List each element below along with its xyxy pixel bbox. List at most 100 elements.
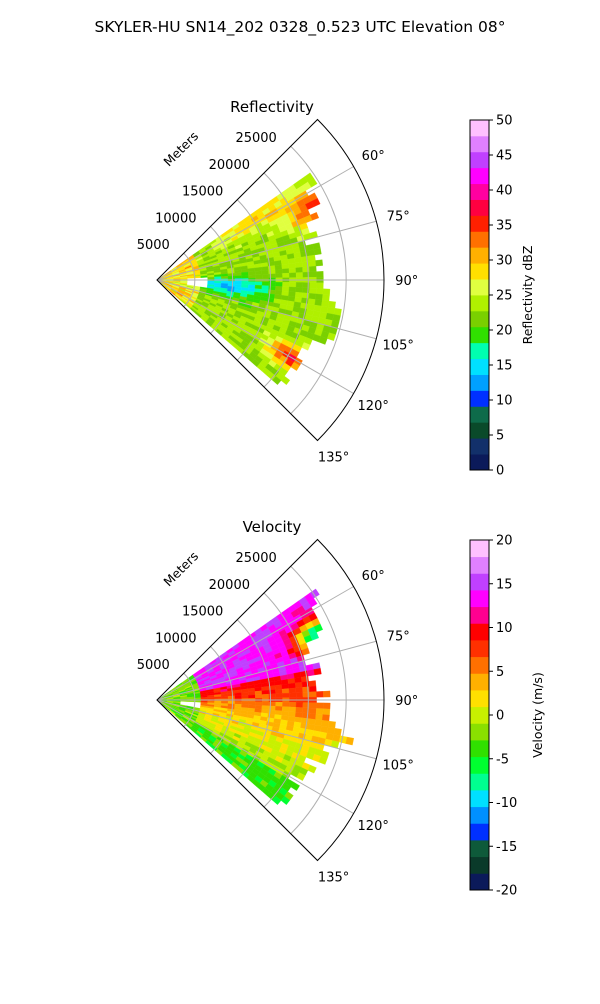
reflectivity-radial-axis-label: Meters <box>160 128 201 169</box>
radar-cell <box>241 272 248 276</box>
colorbar-tick-label: 15 <box>496 577 513 592</box>
radar-cell <box>346 737 354 745</box>
colorbar-segment <box>470 438 489 454</box>
radar-cell <box>255 271 262 275</box>
radar-cell <box>316 271 323 277</box>
radar-cell <box>261 266 268 270</box>
radar-cell <box>295 682 302 688</box>
radar-cell <box>316 714 323 720</box>
radar-cell <box>214 697 221 699</box>
colorbar-segment <box>470 640 489 657</box>
colorbar-tick-label: 45 <box>496 149 513 164</box>
velocity-title: Velocity <box>243 518 302 536</box>
radar-cell <box>276 282 283 287</box>
radar-cell <box>282 287 289 292</box>
radar-cell <box>235 281 242 284</box>
radar-cell <box>296 282 303 287</box>
radar-cell <box>255 702 262 706</box>
radar-cell <box>282 264 289 269</box>
radar-cell <box>248 702 255 706</box>
radar-cell <box>310 272 317 278</box>
radar-cell <box>289 707 296 712</box>
colorbar-tick-label: 35 <box>496 219 513 234</box>
radial-tick-label: 10000 <box>155 212 196 227</box>
radar-cell <box>295 712 302 718</box>
radar-cell <box>262 274 269 278</box>
colorbar-tick-label: -5 <box>496 752 509 767</box>
radar-cell <box>282 684 289 689</box>
colorbar-segment <box>470 311 489 327</box>
radar-cell <box>314 668 322 675</box>
azimuth-tick-label: 135° <box>318 871 349 886</box>
radar-cell <box>221 696 228 699</box>
radar-cell <box>323 289 330 295</box>
colorbar-segment <box>470 359 489 375</box>
radar-cell <box>275 269 282 274</box>
radial-tick-label: 25000 <box>235 131 276 146</box>
colorbar-segment <box>470 343 489 359</box>
radar-cell <box>255 275 262 279</box>
radar-cell <box>316 708 323 714</box>
azimuth-tick-label: 60° <box>362 569 385 584</box>
radar-cell <box>261 686 268 690</box>
radar-cell <box>269 282 276 286</box>
colorbar-segment <box>470 184 489 200</box>
colorbar-segment <box>470 247 489 263</box>
azimuth-tick-label: 75° <box>387 209 410 224</box>
azimuth-tick-label: 75° <box>387 629 410 644</box>
radar-cell <box>316 294 323 300</box>
colorbar-segment <box>470 607 489 624</box>
colorbar-segment <box>470 406 489 422</box>
colorbar-tick-label: 0 <box>496 709 504 724</box>
colorbar-segment <box>470 168 489 184</box>
radar-cell <box>214 277 221 279</box>
radar-cell <box>275 286 282 291</box>
radar-cell <box>323 691 330 697</box>
velocity-colorbar-label: Velocity (m/s) <box>530 672 545 758</box>
radar-cell <box>248 282 255 286</box>
colorbar-segment <box>470 773 489 790</box>
radial-tick-label: 5000 <box>137 658 170 673</box>
colorbar-segment <box>470 557 489 574</box>
radar-cell <box>295 292 302 298</box>
colorbar-segment <box>470 215 489 231</box>
colorbar-segment <box>470 422 489 438</box>
colorbar-tick-label: -15 <box>496 840 517 855</box>
radar-cell <box>282 702 289 707</box>
radar-cell <box>289 287 296 292</box>
colorbar-segment <box>470 152 489 168</box>
radar-cell <box>309 293 316 299</box>
colorbar-segment <box>470 327 489 343</box>
radar-cell <box>235 696 242 699</box>
radar-cell <box>248 275 255 279</box>
azimuth-tick-label: 90° <box>395 274 418 289</box>
colorbar-tick-label: 25 <box>496 289 513 304</box>
radar-cell <box>228 696 235 699</box>
radar-cell <box>289 693 296 698</box>
colorbar-tick-label: 0 <box>496 464 504 479</box>
figure-title: SKYLER-HU SN14_202 0328_0.523 UTC Elevat… <box>95 18 506 37</box>
velocity-grid <box>157 539 384 860</box>
radial-tick-label: 25000 <box>235 551 276 566</box>
radar-cell <box>307 670 315 677</box>
radar-cell <box>241 692 248 696</box>
azimuth-tick-label: 120° <box>358 399 389 414</box>
radar-cell <box>282 273 289 278</box>
radar-cell <box>296 687 303 692</box>
colorbar-tick-label: 10 <box>496 621 513 636</box>
radar-cell <box>296 707 303 712</box>
radar-cell <box>275 706 282 711</box>
radar-cell <box>180 700 187 701</box>
colorbar-tick-label: 50 <box>496 114 513 129</box>
radar-cell <box>282 282 289 287</box>
radar-cell <box>309 261 316 267</box>
reflectivity-panel: Reflectivity 50001000015000200002500060°… <box>137 98 535 479</box>
colorbar-tick-label: 5 <box>496 665 504 680</box>
colorbar-segment <box>470 690 489 707</box>
colorbar-tick-label: 5 <box>496 429 504 444</box>
reflectivity-title: Reflectivity <box>230 98 314 116</box>
radar-cell <box>310 283 317 289</box>
radar-cell <box>262 270 269 274</box>
radar-cell <box>282 689 289 694</box>
